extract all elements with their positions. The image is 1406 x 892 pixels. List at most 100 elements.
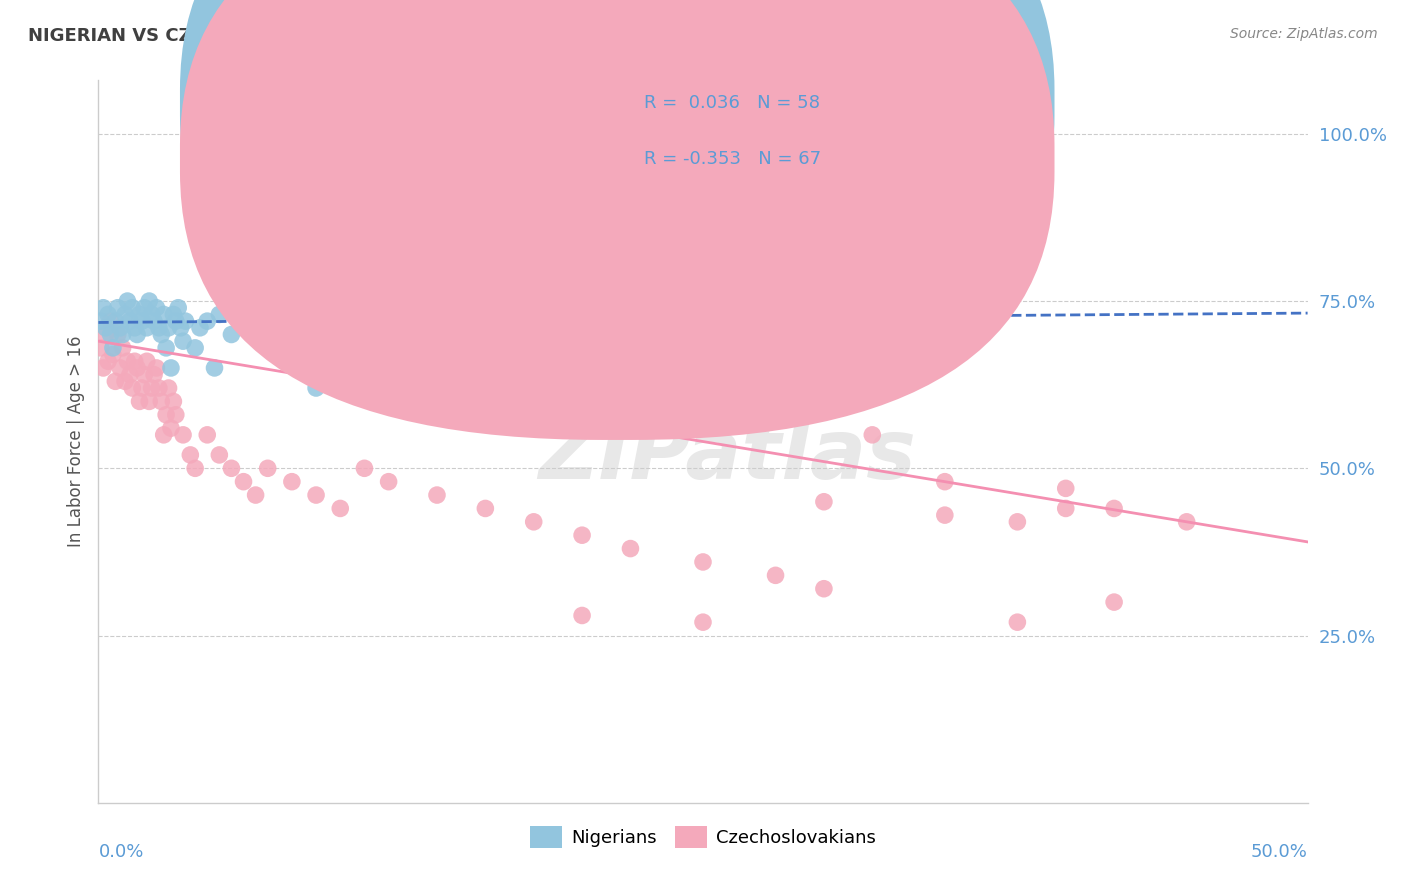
Point <box>107 301 129 315</box>
Text: ZIPatlas: ZIPatlas <box>538 416 917 497</box>
Point <box>127 327 149 342</box>
Point <box>141 307 163 322</box>
Point <box>101 341 124 355</box>
Point <box>474 501 496 516</box>
Point <box>143 368 166 382</box>
Point <box>571 341 593 355</box>
Point <box>91 301 114 315</box>
Text: 50.0%: 50.0% <box>1251 843 1308 861</box>
Point <box>305 381 328 395</box>
Point <box>281 475 304 489</box>
Point <box>934 475 956 489</box>
Point <box>195 314 218 328</box>
Point <box>256 461 278 475</box>
Point <box>692 615 714 630</box>
Point <box>169 321 191 335</box>
Point <box>121 381 143 395</box>
Point <box>184 341 207 355</box>
Point <box>111 341 134 355</box>
Point <box>94 327 117 342</box>
Point <box>860 427 883 442</box>
Point <box>104 314 127 328</box>
Point <box>118 314 141 328</box>
Point <box>162 394 184 409</box>
Point <box>117 354 139 368</box>
Point <box>134 368 156 382</box>
Point <box>474 294 496 309</box>
Point <box>108 361 131 376</box>
Text: R = -0.353   N = 67: R = -0.353 N = 67 <box>644 150 821 168</box>
Point <box>329 501 352 516</box>
Point <box>134 301 156 315</box>
Point <box>245 488 267 502</box>
Point <box>131 314 153 328</box>
Point <box>353 461 375 475</box>
Point <box>245 314 267 328</box>
Point <box>150 394 173 409</box>
Point <box>148 321 170 335</box>
Point <box>114 375 136 389</box>
Point <box>523 515 546 529</box>
Point <box>152 427 174 442</box>
Point <box>100 314 122 328</box>
Point <box>172 427 194 442</box>
Point <box>353 294 375 309</box>
Point <box>114 307 136 322</box>
Point <box>138 394 160 409</box>
Point <box>128 307 150 322</box>
Point <box>148 381 170 395</box>
Point <box>101 348 124 362</box>
Y-axis label: In Labor Force | Age > 16: In Labor Force | Age > 16 <box>66 335 84 548</box>
Point <box>118 368 141 382</box>
Point <box>1007 515 1029 529</box>
Text: NIGERIAN VS CZECHOSLOVAKIAN IN LABOR FORCE | AGE > 16 CORRELATION CHART: NIGERIAN VS CZECHOSLOVAKIAN IN LABOR FOR… <box>28 27 870 45</box>
Point <box>692 321 714 335</box>
Point <box>165 408 187 422</box>
Point <box>426 488 449 502</box>
Text: Source: ZipAtlas.com: Source: ZipAtlas.com <box>1230 27 1378 41</box>
Point <box>150 327 173 342</box>
Point <box>124 354 146 368</box>
Point <box>131 381 153 395</box>
Point <box>157 381 180 395</box>
Point <box>179 448 201 462</box>
Point <box>145 301 167 315</box>
Point <box>107 327 129 342</box>
Point <box>1102 595 1125 609</box>
Point <box>97 307 120 322</box>
Point <box>100 327 122 342</box>
Point <box>377 361 399 376</box>
Point <box>90 314 112 328</box>
Point <box>195 427 218 442</box>
Point <box>174 314 197 328</box>
Point <box>127 361 149 376</box>
Point <box>94 321 117 335</box>
Point <box>232 207 254 221</box>
Point <box>426 314 449 328</box>
Point <box>97 354 120 368</box>
Point <box>813 494 835 508</box>
Text: R =  0.036   N = 58: R = 0.036 N = 58 <box>644 94 820 112</box>
Point <box>1054 501 1077 516</box>
Point <box>141 381 163 395</box>
Point <box>1175 515 1198 529</box>
Point <box>104 375 127 389</box>
Point <box>619 314 641 328</box>
Point <box>138 294 160 309</box>
Legend: Nigerians, Czechoslovakians: Nigerians, Czechoslovakians <box>523 819 883 855</box>
Point <box>813 341 835 355</box>
Point <box>145 361 167 376</box>
Point <box>1102 501 1125 516</box>
Point <box>221 327 243 342</box>
Point <box>184 461 207 475</box>
Point <box>172 334 194 349</box>
Point <box>152 307 174 322</box>
Point <box>619 541 641 556</box>
Point <box>165 314 187 328</box>
Point <box>256 341 278 355</box>
Point <box>155 408 177 422</box>
Point <box>91 361 114 376</box>
Point <box>143 314 166 328</box>
Point <box>162 307 184 322</box>
Point <box>765 568 787 582</box>
